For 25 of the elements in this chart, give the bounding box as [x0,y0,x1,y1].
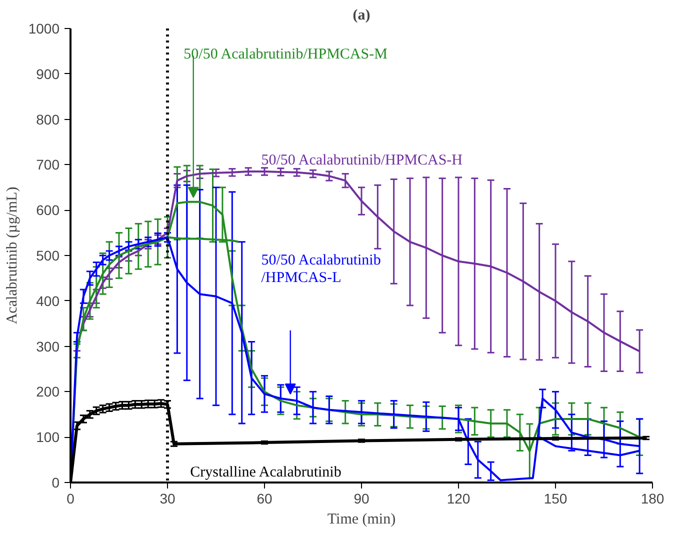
y-tick-label: 100 [36,429,60,446]
x-axis-title: Time (min) [327,512,396,528]
x-tick-label: 180 [640,490,664,506]
chart-title: (a) [352,8,370,24]
y-axis-title: Acalabrutinib (µg/mL) [4,186,20,324]
y-tick-label: 0 [52,474,60,490]
text: 50/50 Acalabrutinib /HPMCAS-L [261,252,381,286]
y-tick-label: 800 [36,111,60,128]
y-tick-label: 700 [36,156,60,173]
y-tick-label: 1000 [28,20,60,36]
y-tick-label: 200 [36,384,60,400]
text: 50/50 Acalabrutinib/HPMCAS-M [184,46,388,63]
x-tick-label: 90 [354,490,370,506]
series-label: Crystalline Acalabrutinib [190,464,342,480]
y-tick-label: 500 [36,248,60,264]
y-tick-label: 400 [36,292,60,309]
y-tick-label: 900 [36,66,60,82]
x-tick-label: 60 [256,490,272,506]
y-tick-label: 300 [36,338,60,354]
x-tick-label: 120 [446,490,470,506]
series-label: 50/50 Acalabrutinib/HPMCAS-H [261,152,463,168]
x-tick-label: 0 [66,490,75,506]
x-tick-label: 30 [160,490,176,506]
y-tick-label: 600 [36,202,60,218]
x-tick-label: 150 [544,490,568,506]
